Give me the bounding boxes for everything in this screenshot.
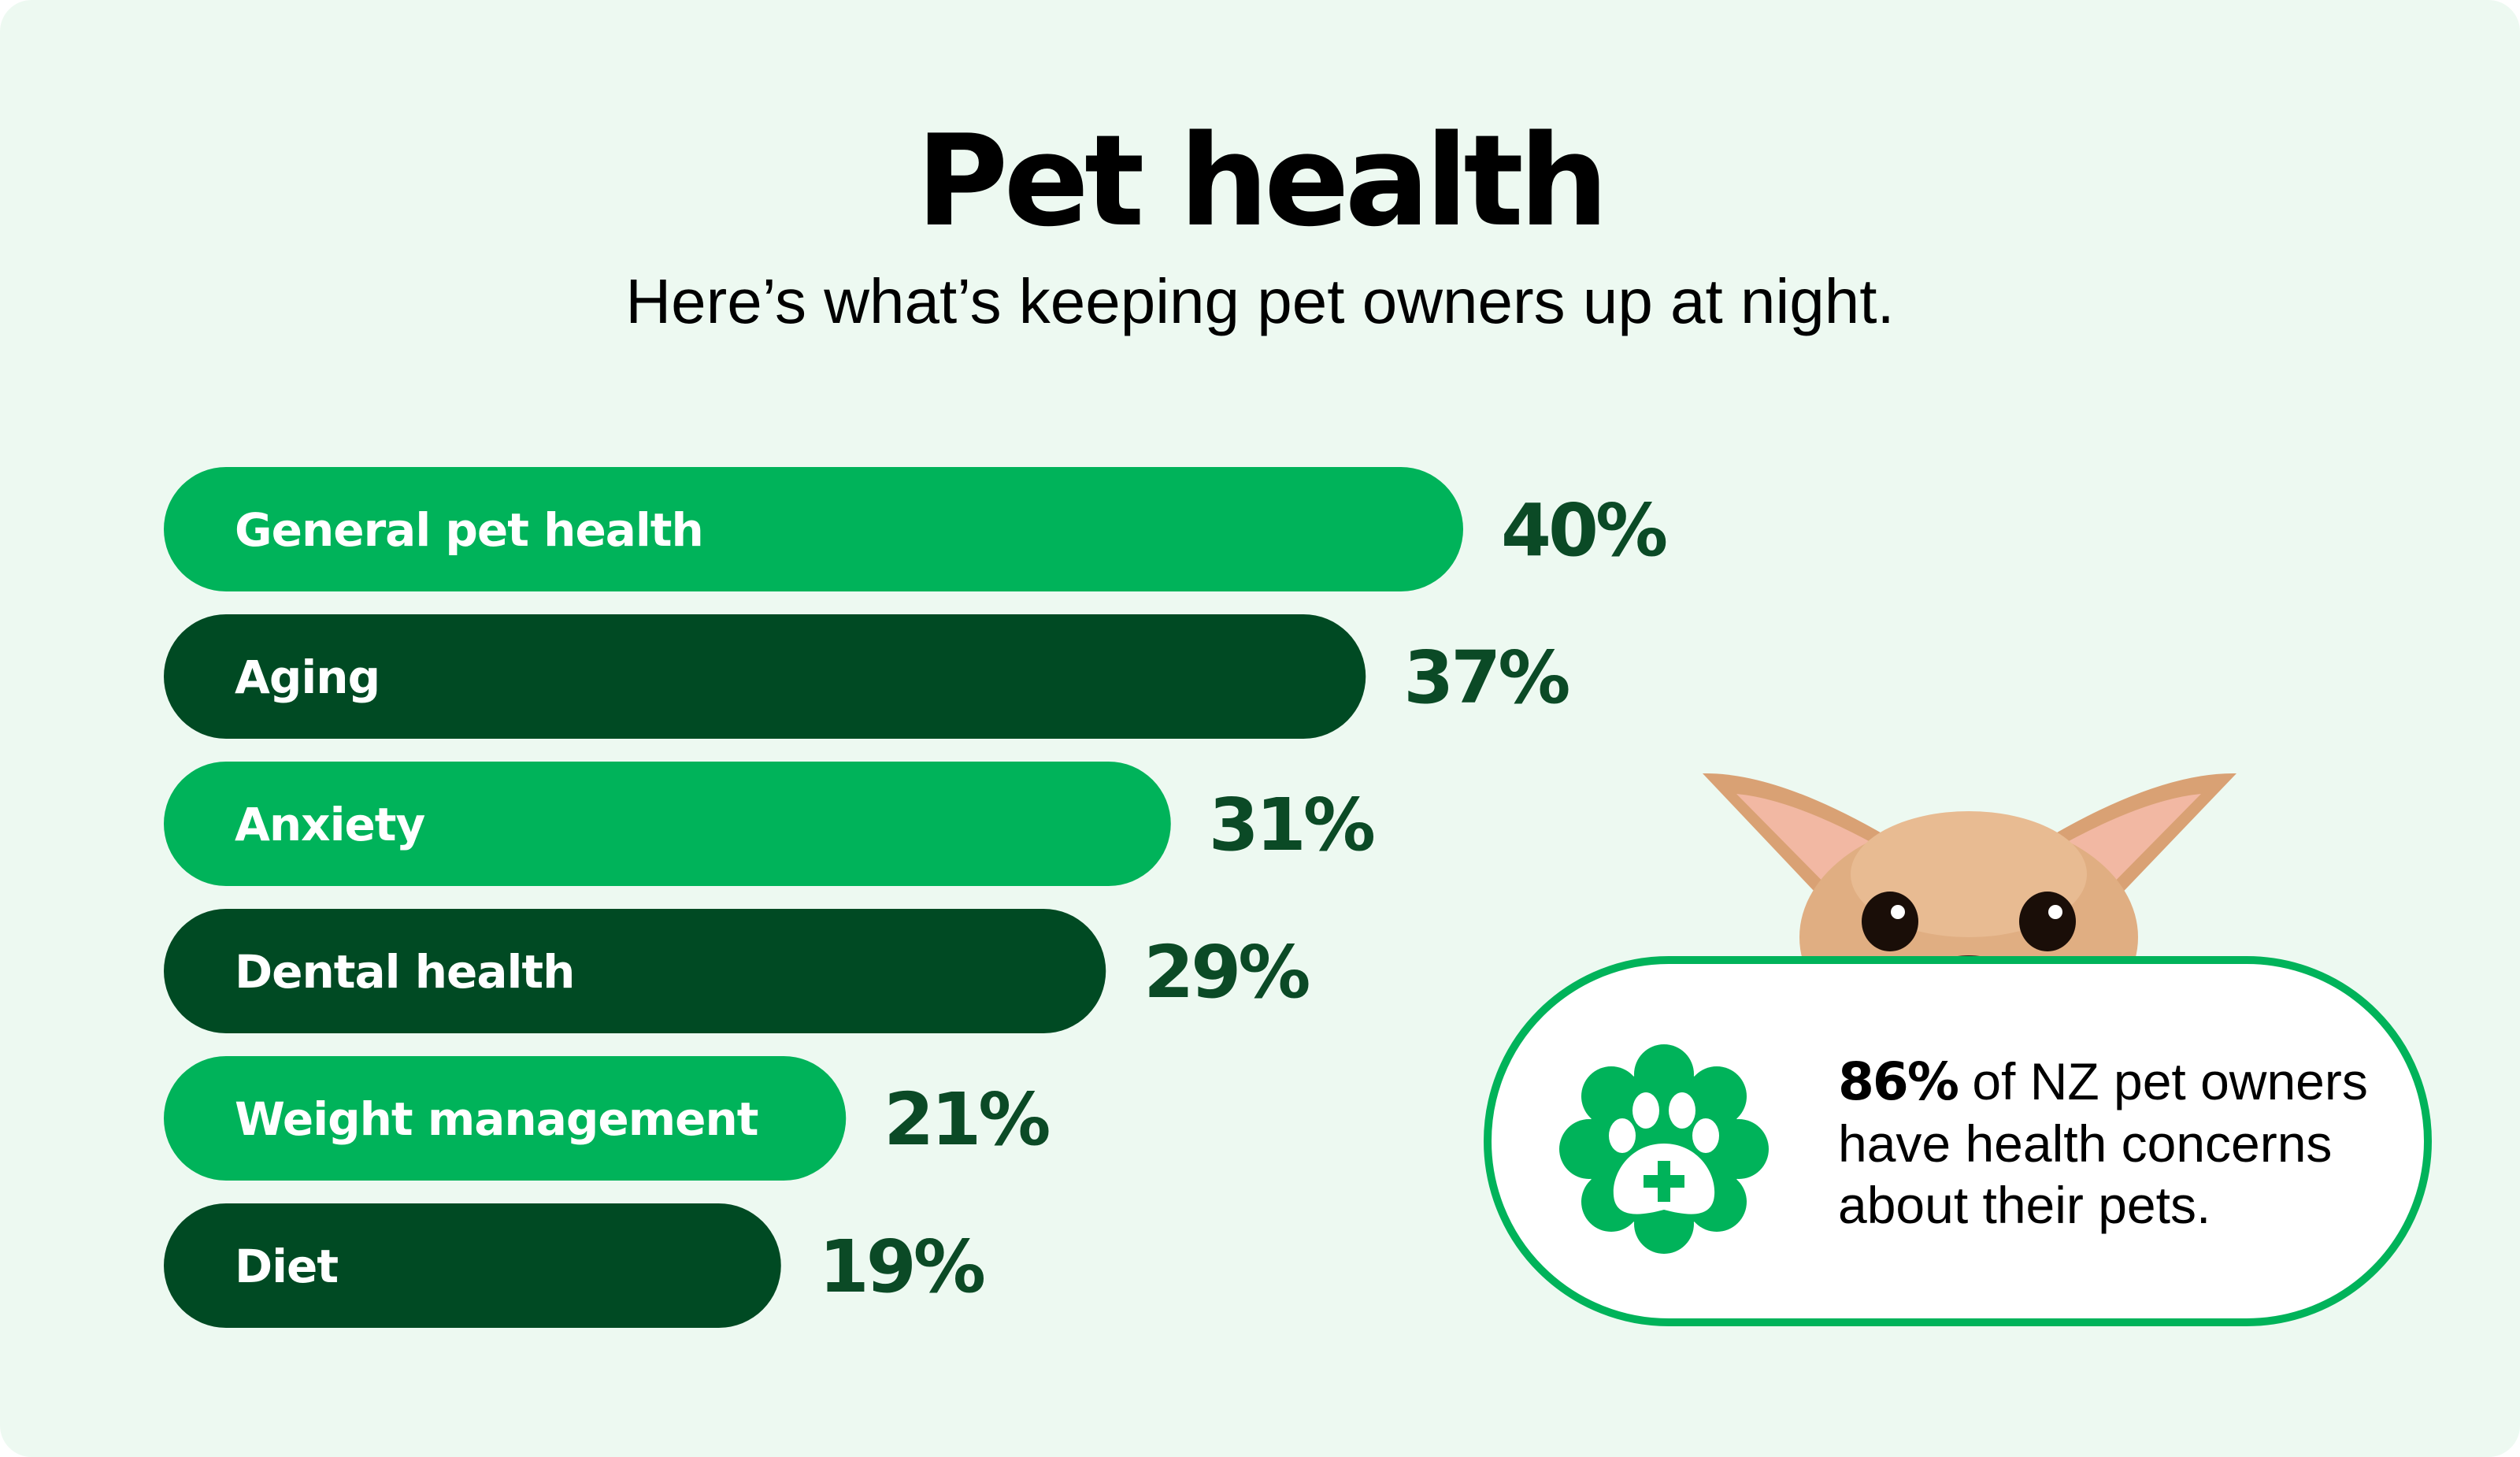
callout-highlight: 86%: [1838, 1051, 1959, 1112]
bar-label-anxiety: Anxiety: [235, 798, 425, 851]
bar-weight-management: [164, 1056, 847, 1181]
bar-general-pet-health: [164, 467, 1463, 591]
bar-label-weight-management: Weight management: [235, 1092, 758, 1146]
value-label-general-pet-health: 40%: [1501, 488, 1666, 573]
callout-text: 86% of NZ pet owners have health concern…: [1838, 1051, 2389, 1236]
value-label-diet: 19%: [819, 1225, 984, 1309]
page-title: Pet health: [916, 107, 1609, 254]
page-subtitle: Here’s what’s keeping pet owners up at n…: [625, 266, 1895, 336]
bar-diet: [164, 1203, 781, 1328]
value-label-aging: 37%: [1403, 636, 1569, 720]
chihuahua-peeking-image: [1703, 773, 2236, 977]
value-label-weight-management: 21%: [884, 1077, 1049, 1162]
bar-dental-health: [164, 909, 1106, 1033]
value-label-dental-health: 29%: [1143, 930, 1309, 1014]
bar-aging: [164, 614, 1366, 739]
callout-body: of NZ pet owners have health concerns ab…: [1838, 1052, 2368, 1234]
bar-label-general-pet-health: General pet health: [235, 503, 703, 557]
bar-label-diet: Diet: [235, 1240, 338, 1293]
value-label-anxiety: 31%: [1209, 783, 1374, 867]
bar-anxiety: [164, 762, 1171, 886]
bar-label-aging: Aging: [235, 651, 380, 704]
stat-callout: 86% of NZ pet owners have health concern…: [1484, 956, 2432, 1326]
paw-cross-badge-icon: [1559, 1044, 1769, 1254]
bar-label-dental-health: Dental health: [235, 945, 574, 999]
